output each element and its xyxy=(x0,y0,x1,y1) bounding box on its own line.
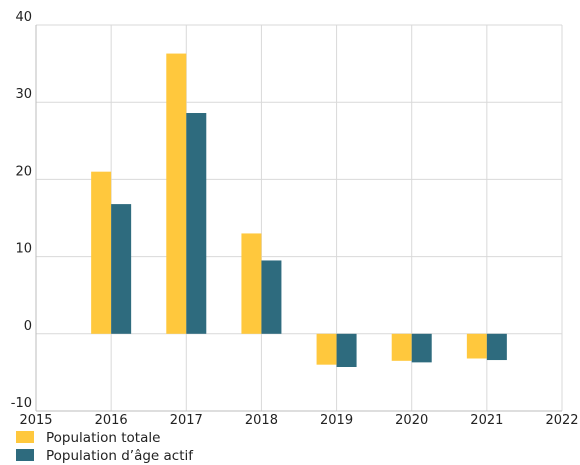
bar-population-totale-2016 xyxy=(91,171,112,334)
legend-swatch xyxy=(16,431,34,443)
y-tick-label: 40 xyxy=(15,10,32,25)
y-tick-label: 0 xyxy=(24,319,32,334)
legend: Population totale Population d’âge actif xyxy=(16,430,194,464)
bar-population-totale-2020 xyxy=(391,333,412,361)
bar-population-age-actif-2021 xyxy=(486,333,507,361)
x-tick-label: 2019 xyxy=(320,413,353,428)
bars xyxy=(91,53,507,367)
legend-label: Population d’âge actif xyxy=(46,448,194,464)
bar-population-totale-2019 xyxy=(316,333,337,365)
x-tick-label: 2016 xyxy=(95,413,128,428)
bar-population-age-actif-2019 xyxy=(336,333,357,367)
x-tick-labels: 2015 2016 2017 2018 2019 2020 2021 2022 xyxy=(19,413,578,428)
bar-population-totale-2017 xyxy=(166,53,187,334)
x-tick-label: 2015 xyxy=(19,413,52,428)
bar-population-age-actif-2020 xyxy=(411,333,432,363)
legend-swatch xyxy=(16,449,34,461)
bar-population-age-actif-2016 xyxy=(111,204,132,334)
x-tick-label: 2021 xyxy=(470,413,503,428)
y-tick-label: 10 xyxy=(15,242,32,257)
x-tick-label: 2022 xyxy=(545,413,578,428)
y-tick-label: 20 xyxy=(15,164,32,179)
y-tick-labels: -10 0 10 20 30 40 xyxy=(11,10,32,411)
y-tick-label: 30 xyxy=(15,87,32,102)
x-tick-label: 2018 xyxy=(245,413,278,428)
bar-population-totale-2021 xyxy=(466,333,487,359)
x-tick-label: 2020 xyxy=(395,413,428,428)
y-tick-label: -10 xyxy=(11,396,32,411)
x-tick-label: 2017 xyxy=(170,413,203,428)
bar-population-age-actif-2017 xyxy=(186,113,207,334)
bar-population-age-actif-2018 xyxy=(261,260,282,334)
bar-population-totale-2018 xyxy=(241,233,262,334)
legend-label: Population totale xyxy=(46,430,160,446)
axes xyxy=(35,25,562,412)
